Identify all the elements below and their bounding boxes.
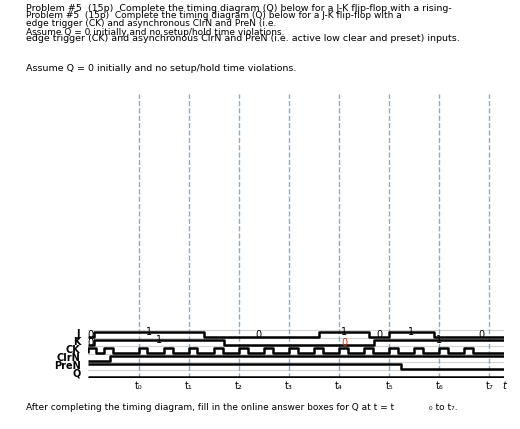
- Text: 0: 0: [88, 329, 94, 340]
- Text: Assume Q = 0 initially and no setup/hold time violations.: Assume Q = 0 initially and no setup/hold…: [26, 28, 284, 37]
- Text: t₇: t₇: [486, 381, 493, 391]
- Text: 0: 0: [478, 329, 485, 340]
- Text: 1: 1: [146, 327, 152, 337]
- Text: PreN: PreN: [54, 361, 81, 371]
- Text: t₂: t₂: [235, 381, 243, 391]
- Text: edge trigger (CK) and asynchronous ClrN and PreN (i.e. active low clear and pres: edge trigger (CK) and asynchronous ClrN …: [26, 34, 460, 43]
- Text: t₃: t₃: [285, 381, 293, 391]
- Text: ₀ to t₇.: ₀ to t₇.: [429, 403, 458, 412]
- Text: Problem #5  (15p)  Complete the timing diagram (Q) below for a J-K flip-flop wit: Problem #5 (15p) Complete the timing dia…: [26, 4, 452, 13]
- Text: t₆: t₆: [435, 381, 443, 391]
- Text: After completing the timing diagram, fill in the online answer boxes for Q at t : After completing the timing diagram, fil…: [26, 403, 394, 412]
- Text: t₄: t₄: [335, 381, 343, 391]
- Text: 0: 0: [341, 338, 347, 347]
- Text: J: J: [77, 329, 81, 339]
- Text: 1: 1: [408, 327, 414, 337]
- Text: t₀: t₀: [135, 381, 142, 391]
- Text: 0: 0: [376, 329, 382, 340]
- Text: 0: 0: [256, 329, 262, 340]
- Text: CK: CK: [66, 345, 81, 355]
- Text: 0: 0: [88, 338, 94, 347]
- Text: 1: 1: [155, 335, 162, 344]
- Text: t: t: [502, 381, 506, 391]
- Text: K: K: [73, 337, 81, 347]
- Text: 1: 1: [341, 327, 347, 337]
- Text: Problem #5  (15p)  Complete the timing diagram (Q) below for a J-K flip-flop wit: Problem #5 (15p) Complete the timing dia…: [26, 11, 405, 20]
- Text: ClrN: ClrN: [57, 353, 81, 363]
- Text: t₁: t₁: [185, 381, 192, 391]
- Text: Assume Q = 0 initially and no setup/hold time violations.: Assume Q = 0 initially and no setup/hold…: [26, 64, 296, 73]
- Text: edge trigger (CK) and asynchronous ClrN and PreN (i.e.: edge trigger (CK) and asynchronous ClrN …: [26, 19, 279, 28]
- Text: 1: 1: [436, 335, 443, 344]
- Text: t₅: t₅: [385, 381, 393, 391]
- Text: Q: Q: [72, 369, 81, 378]
